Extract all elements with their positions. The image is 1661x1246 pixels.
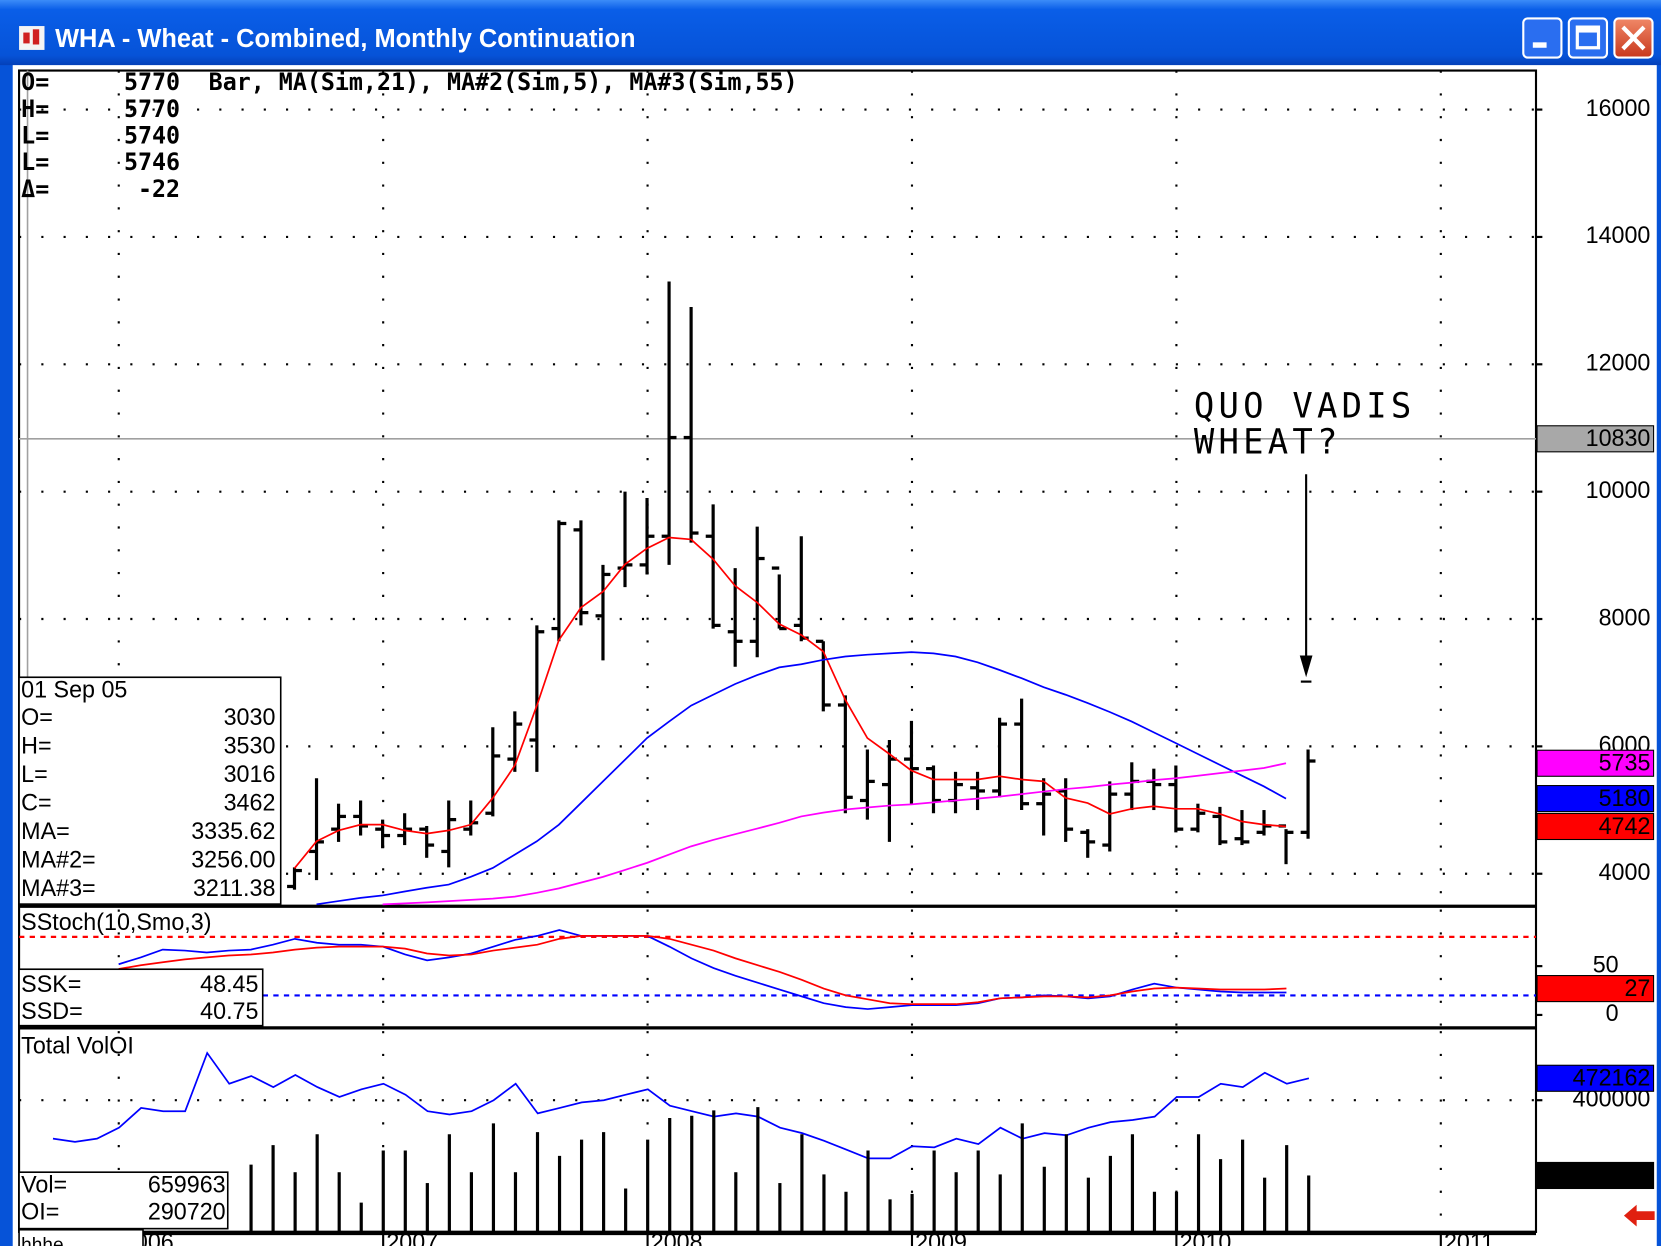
y-tick-label: 10000 <box>1586 477 1651 503</box>
back-arrow-icon[interactable] <box>1623 1204 1655 1227</box>
stoch-box <box>18 968 264 1027</box>
maximize-button[interactable] <box>1567 17 1609 59</box>
info-label: MA#3= <box>21 875 95 901</box>
info-label: Δ= <box>21 175 49 203</box>
last-value-label: 27 <box>1624 975 1650 1001</box>
plot-frame <box>18 69 1538 1233</box>
info-value: 3256.00 <box>191 846 275 872</box>
overlay-layer: hhhe Bar, MA(Sim,21), MA#2(Sim,5), MA#3(… <box>18 68 1655 1246</box>
info-value: -22 <box>138 175 180 203</box>
info-value: 40.75 <box>200 998 258 1024</box>
last-value-label: 1524089 <box>1560 1162 1651 1188</box>
x-tick-label: 2007 <box>386 1229 438 1246</box>
open-interest-line <box>52 1051 1310 1160</box>
last-value-box <box>1536 1161 1655 1190</box>
info-label: Vol= <box>21 1171 67 1197</box>
last-value-box <box>1536 1064 1655 1092</box>
info-label: MA= <box>21 818 70 844</box>
info-label: MA#2= <box>21 846 95 872</box>
y-tick-label: 0 <box>1606 1000 1619 1026</box>
symbol-input[interactable] <box>18 1228 144 1246</box>
y-tick-label: 14000 <box>1586 222 1651 248</box>
info-value: 3462 <box>224 789 276 815</box>
info-label: L= <box>21 761 48 787</box>
arrow <box>1299 474 1313 683</box>
y-tick-label: 16000 <box>1586 95 1651 121</box>
annotation: WHEAT? <box>1194 422 1342 462</box>
info-value: 5746 <box>124 148 180 176</box>
stoch-line <box>118 929 1287 1010</box>
vol-title: Total VolOI <box>21 1032 134 1058</box>
info-label: H= <box>21 95 49 123</box>
x-tick-label: 2009 <box>915 1229 967 1246</box>
info-label: H= <box>21 732 51 758</box>
window-title: WHA - Wheat - Combined, Monthly Continua… <box>55 25 635 53</box>
info-label: SSK= <box>21 971 81 997</box>
moving-average <box>316 651 1287 906</box>
x-tick-label: 2011 <box>1444 1229 1494 1246</box>
info-value: 5770 <box>124 95 180 123</box>
info-label: L= <box>21 121 49 149</box>
x-tick-label: 2010 <box>1180 1229 1232 1246</box>
info-label: L= <box>21 148 49 176</box>
last-value-box <box>1536 749 1655 777</box>
crosshair-box <box>1536 425 1655 453</box>
y-tick-label: 4000 <box>1599 859 1651 885</box>
x-tick-label: 2008 <box>651 1229 703 1246</box>
last-value-box <box>1536 785 1655 813</box>
crosshair-label: 10830 <box>1586 425 1651 451</box>
info-value: 5740 <box>124 121 180 149</box>
vol-box <box>18 1171 229 1230</box>
last-value-label: 4742 <box>1599 813 1651 839</box>
app-icon <box>19 26 45 50</box>
last-value-box <box>1536 812 1655 841</box>
study-legend: Bar, MA(Sim,21), MA#2(Sim,5), MA#3(Sim,5… <box>209 68 798 96</box>
moving-average <box>293 536 1287 869</box>
y-tick-label: 12000 <box>1586 349 1651 375</box>
last-value-label: 5180 <box>1599 785 1651 811</box>
symbol-input-text[interactable]: hhhe <box>21 1235 63 1246</box>
minimize-button[interactable] <box>1522 17 1563 59</box>
annotation: QUO VADIS <box>1194 386 1416 426</box>
stoch-title: SStoch(10,Smo,3) <box>21 909 211 935</box>
info-value: 3335.62 <box>191 818 275 844</box>
moving-average <box>382 762 1287 906</box>
info-value: 290720 <box>148 1198 226 1224</box>
title-bar <box>0 0 1661 66</box>
info-label: C= <box>21 789 51 815</box>
y-tick-label: 50 <box>1593 951 1619 977</box>
cursor-box <box>18 676 282 905</box>
info-label: SSD= <box>21 998 82 1024</box>
plot-layer: 2006 2007 2008 2009 2010 20114000600080001000… <box>19 70 1655 1246</box>
info-value: 48.45 <box>200 971 258 997</box>
info-value: 3530 <box>224 732 276 758</box>
info-label: O= <box>21 704 53 730</box>
last-value-label: 5735 <box>1599 749 1651 775</box>
stoch-line <box>118 935 1287 1006</box>
info-label: O= <box>21 68 49 96</box>
info-value: 3016 <box>224 761 276 787</box>
info-value: 659963 <box>148 1171 226 1197</box>
info-label: OI= <box>21 1198 59 1224</box>
last-value-label: 472162 <box>1573 1064 1651 1090</box>
cursor-date: 01 Sep 05 <box>21 676 127 702</box>
info-value: 5770 <box>124 68 180 96</box>
info-value: 3211.38 <box>193 875 275 901</box>
y-tick-label: 8000 <box>1599 604 1651 630</box>
last-value-box <box>1536 975 1655 1003</box>
info-value: 3030 <box>224 704 276 730</box>
close-button[interactable] <box>1613 17 1654 59</box>
